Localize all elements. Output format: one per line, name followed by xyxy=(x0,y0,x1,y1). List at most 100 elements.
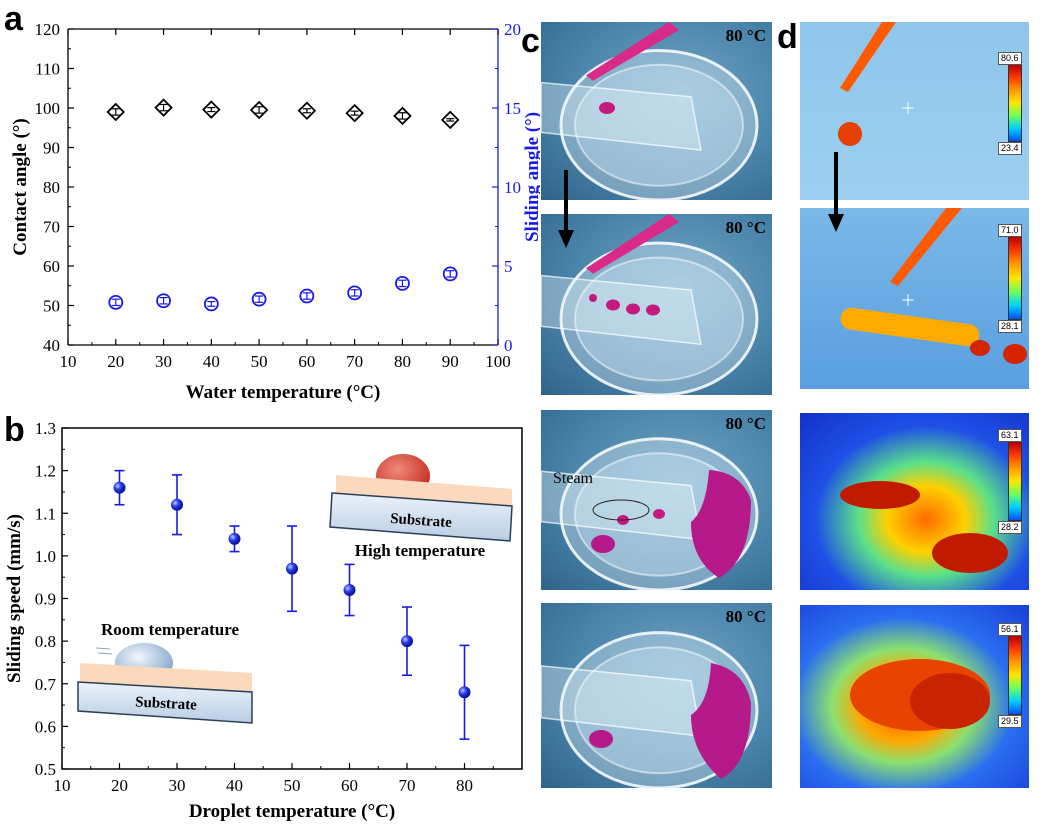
y-tick-label: 1.3 xyxy=(35,419,56,438)
sliding-speed-point xyxy=(343,583,356,596)
panel-label-c: c xyxy=(521,22,540,60)
y-tick-label: 0.9 xyxy=(35,590,56,609)
photo-c-3: 80 °C Steam xyxy=(541,410,772,590)
y-tick-label: 0.8 xyxy=(35,632,56,651)
y-tick-label: 120 xyxy=(35,20,61,39)
photo-temperature-label: 80 °C xyxy=(725,26,766,45)
y-tick-label: 1.2 xyxy=(35,462,56,481)
x-tick-label: 10 xyxy=(60,352,77,371)
y-axis-label: Sliding speed (mm/s) xyxy=(4,514,25,683)
y-tick-label: 80 xyxy=(43,178,60,197)
x-tick-label: 40 xyxy=(226,776,243,795)
color-scale-max: 63.1 xyxy=(998,429,1022,442)
photo-c-2: 80 °C xyxy=(541,214,772,395)
color-scale-bar xyxy=(1008,635,1022,715)
x-tick-label: 90 xyxy=(442,352,459,371)
y-tick-label: 70 xyxy=(43,218,60,237)
x-tick-label: 70 xyxy=(346,352,363,371)
y-tick-label: 110 xyxy=(35,60,60,79)
x-tick-label: 50 xyxy=(284,776,301,795)
sliding-speed-point xyxy=(458,686,471,699)
color-scale-max: 80.6 xyxy=(998,52,1022,65)
steam-label: Steam xyxy=(553,470,593,487)
y-tick-label: 90 xyxy=(43,139,60,158)
panel-label-b: b xyxy=(4,411,25,449)
x-tick-label: 20 xyxy=(111,776,128,795)
color-scale-min: 28.1 xyxy=(998,320,1022,333)
chart-b: 10 20 30 40 50 60 70 80 0.5 0.6 0.7 0.8 0.9 1.0 1.1 1.2… xyxy=(4,419,523,822)
thermal-image-4: 56.1 29.5 xyxy=(800,605,1029,788)
y-tick-label: 50 xyxy=(43,297,60,316)
y2-tick-label: 15 xyxy=(504,99,521,118)
color-scale-min: 29.5 xyxy=(998,715,1022,728)
x-tick-label: 30 xyxy=(169,776,186,795)
sliding-angle-point xyxy=(203,296,219,312)
y2-axis-label: Sliding angle (°) xyxy=(522,112,540,242)
x-tick-label: 50 xyxy=(251,352,268,371)
x-axis-label: Droplet temperature (°C) xyxy=(189,801,395,822)
contact-angle-point xyxy=(154,98,173,117)
x-tick-label: 60 xyxy=(298,352,315,371)
high-temp-illustration: Substrate High temperature xyxy=(329,454,513,560)
sliding-angle-point xyxy=(347,285,363,301)
contact-angle-point xyxy=(440,110,460,130)
motion-line xyxy=(95,647,111,650)
sliding-speed-point xyxy=(401,635,413,648)
high-temperature-label: High temperature xyxy=(355,541,486,560)
substrate-room xyxy=(77,681,253,724)
color-scale-bar xyxy=(1008,236,1022,320)
panel-label-d: d xyxy=(777,18,798,56)
y-tick-label: 0.6 xyxy=(35,717,56,736)
x-axis-label: Water temperature (°C) xyxy=(186,382,381,403)
substrate-label-high: Substrate xyxy=(390,511,453,531)
photo-temperature-label: 80 °C xyxy=(725,218,766,237)
photo-c-4: 80 °C xyxy=(541,603,772,788)
sliding-angle-point xyxy=(395,275,410,291)
sliding-angle-point xyxy=(442,266,458,282)
photo-c-1: 80 °C xyxy=(541,22,772,200)
room-temperature-label: Room temperature xyxy=(101,620,239,639)
y2-tick-label: 10 xyxy=(504,178,521,197)
x-tick-label: 70 xyxy=(399,776,416,795)
x-tick-label: 80 xyxy=(394,352,411,371)
y2-tick-label: 20 xyxy=(504,20,521,39)
sliding-speed-point xyxy=(286,562,298,575)
y-tick-label: 60 xyxy=(43,257,60,276)
contact-angle-point xyxy=(297,101,317,121)
sliding-angle-point xyxy=(299,288,315,304)
x-tick-label: 40 xyxy=(203,352,220,371)
color-scale-min: 23.4 xyxy=(998,142,1022,155)
sliding-speed-point xyxy=(171,498,183,511)
color-scale-bar xyxy=(1008,64,1022,142)
contact-angle-point xyxy=(202,100,221,119)
color-scale-max: 56.1 xyxy=(998,623,1022,636)
contact-angle-point xyxy=(345,103,364,123)
color-scale-max: 71.0 xyxy=(998,224,1022,237)
color-scale-min: 28.2 xyxy=(998,521,1022,534)
x-tick-label: 60 xyxy=(341,776,358,795)
sliding-speed-point xyxy=(113,481,126,494)
thermal-image-2: 71.0 28.1 xyxy=(800,208,1029,389)
sliding-speed-point xyxy=(228,532,241,545)
motion-line xyxy=(97,652,113,655)
x-tick-label: 10 xyxy=(54,776,71,795)
y-tick-label: 1.0 xyxy=(35,547,56,566)
y-tick-label: 1.1 xyxy=(35,504,56,523)
sliding-angle-point xyxy=(156,293,171,309)
contact-angle-point xyxy=(106,102,126,122)
sliding-angle-point xyxy=(251,291,267,307)
x-tick-label: 80 xyxy=(456,776,473,795)
photo-temperature-label: 80 °C xyxy=(725,414,766,433)
photo-temperature-label: 80 °C xyxy=(725,607,766,626)
y2-tick-label: 0 xyxy=(504,336,513,355)
x-tick-label: 30 xyxy=(155,352,172,371)
sliding-angle-point xyxy=(108,294,124,310)
y-tick-label: 0.5 xyxy=(35,760,56,779)
y-tick-label: 40 xyxy=(43,336,60,355)
x-tick-label: 20 xyxy=(107,352,124,371)
thermal-image-3: 63.1 28.2 xyxy=(800,413,1029,590)
x-tick-label: 100 xyxy=(485,352,511,371)
substrate-label-room: Substrate xyxy=(135,694,198,713)
room-temp-illustration: Room temperature Substrate xyxy=(77,620,253,724)
y-tick-label: 0.7 xyxy=(35,675,57,694)
